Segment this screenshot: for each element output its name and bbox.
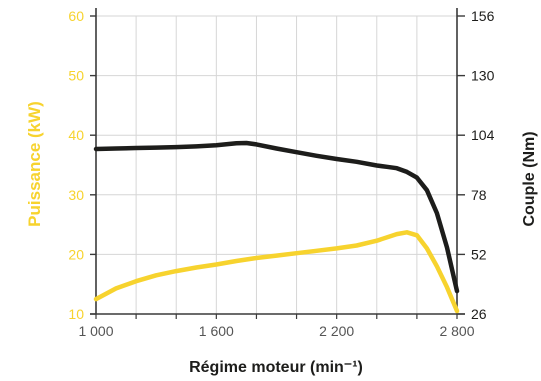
x-tick-label: 1 600 (199, 323, 234, 339)
x-axis-label: Régime moteur (min⁻¹) (189, 359, 363, 376)
y-left-tick-label: 40 (68, 127, 84, 143)
y-right-tick-label: 52 (471, 246, 487, 262)
tick-labels: 10 20 30 40 50 60 26 52 78 104 130 156 1 000 1 600 2 2… (68, 8, 494, 339)
x-tick-label: 2 800 (439, 323, 474, 339)
series-line-couple (93, 140, 460, 294)
y-right-tick-label: 26 (471, 306, 487, 322)
series-lines (93, 140, 460, 314)
y-left-tick-label: 50 (68, 68, 84, 84)
y-left-tick-label: 60 (68, 8, 84, 24)
y-axis-left-label: Puissance (kW) (25, 101, 44, 227)
y-left-tick-label: 10 (68, 306, 84, 322)
y-axis-right-label: Couple (Nm) (521, 131, 538, 226)
y-left-tick-label: 20 (68, 246, 84, 262)
y-right-tick-label: 104 (471, 127, 495, 143)
y-left-tick-label: 30 (68, 187, 84, 203)
x-tick-label: 1 000 (78, 323, 113, 339)
grid (96, 15, 457, 314)
y-right-tick-label: 156 (471, 8, 495, 24)
x-tick-label: 2 200 (319, 323, 354, 339)
y-right-tick-label: 130 (471, 68, 495, 84)
axes (90, 8, 465, 319)
y-right-tick-label: 78 (471, 187, 487, 203)
series-line-puissance (93, 230, 460, 314)
